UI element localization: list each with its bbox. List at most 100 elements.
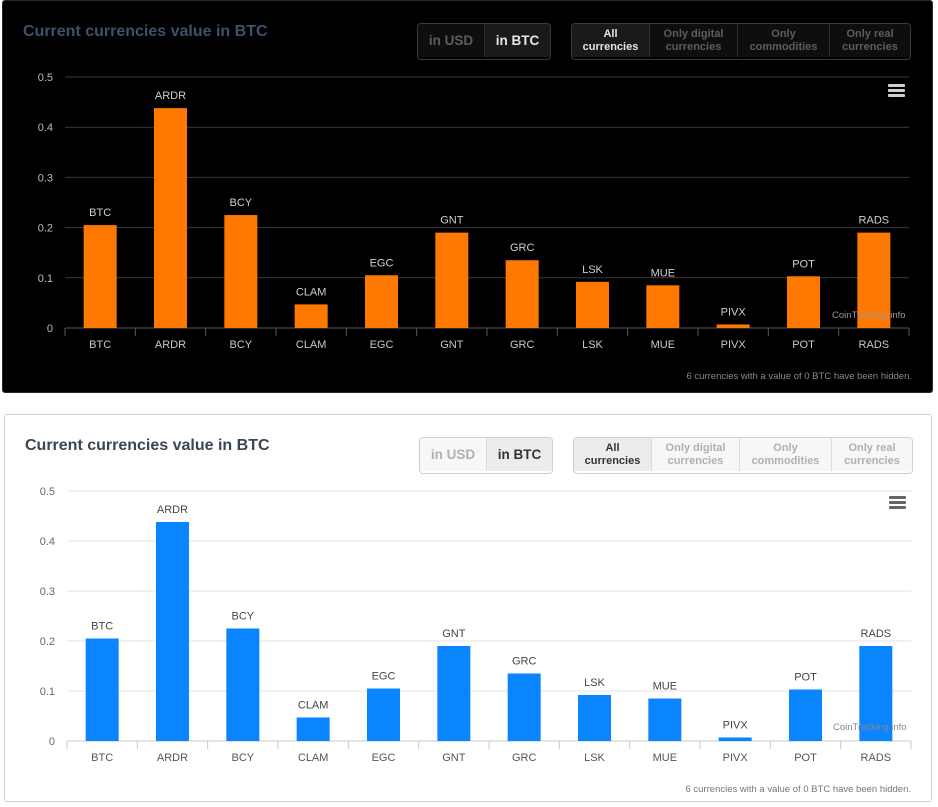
bar-gnt[interactable] bbox=[435, 232, 469, 328]
currency-filter: All currencies Only digital currencies Onl… bbox=[573, 437, 913, 474]
only-real-currencies-button[interactable]: Only real currencies bbox=[830, 24, 910, 57]
x-tick-label: GNT bbox=[442, 752, 466, 764]
x-tick-label: PIVX bbox=[721, 339, 747, 351]
x-tick-label: GRC bbox=[512, 752, 537, 764]
data-label: ARDR bbox=[157, 504, 188, 516]
all-currencies-button[interactable]: All currencies bbox=[572, 24, 650, 57]
y-tick-label: 0 bbox=[49, 736, 55, 748]
bar-pot[interactable] bbox=[787, 276, 820, 328]
x-tick-label: POT bbox=[794, 752, 817, 764]
bar-grc[interactable] bbox=[507, 673, 541, 742]
button-line: currencies bbox=[844, 454, 900, 467]
hamburger-menu-icon[interactable] bbox=[888, 84, 905, 97]
bar-gnt[interactable] bbox=[437, 646, 471, 741]
button-line: currencies bbox=[584, 454, 641, 467]
chart-title: Current currencies value in BTC bbox=[25, 437, 270, 454]
bar-clam[interactable] bbox=[296, 717, 330, 742]
unit-toggle: in USD in BTC bbox=[417, 23, 551, 60]
data-label: RADS bbox=[861, 628, 892, 640]
unit-toggle: in USD in BTC bbox=[419, 437, 553, 474]
data-label: LSK bbox=[582, 264, 603, 276]
bar-ardr[interactable] bbox=[156, 522, 189, 741]
y-tick-label: 0.4 bbox=[40, 536, 55, 548]
bar-chart: 0 0.1 0.2 0.3 0.4 0.5 BTC BTC ARDR ARDR BCY BCY CLAM… bbox=[38, 72, 910, 351]
data-label: BCY bbox=[232, 611, 255, 623]
x-tick-label: PIVX bbox=[723, 752, 749, 764]
chart-credit[interactable]: CoinTracking.info bbox=[832, 310, 906, 321]
in-usd-button[interactable]: in USD bbox=[418, 24, 485, 57]
x-tick-label: ARDR bbox=[157, 752, 188, 764]
data-label: BTC bbox=[91, 621, 113, 633]
data-label: BCY bbox=[230, 197, 253, 209]
button-line: Only real bbox=[848, 441, 896, 454]
in-btc-button[interactable]: in BTC bbox=[487, 438, 552, 471]
data-label: PIVX bbox=[721, 306, 747, 318]
hamburger-menu-icon[interactable] bbox=[889, 496, 906, 509]
bar-egc[interactable] bbox=[367, 688, 400, 742]
light-chart-panel: Current currencies value in BTC in USD i… bbox=[4, 414, 932, 802]
x-tick-label: BCY bbox=[232, 752, 255, 764]
bar-grc[interactable] bbox=[505, 260, 539, 328]
x-tick-label: LSK bbox=[584, 752, 605, 764]
data-label: BTC bbox=[89, 207, 111, 219]
only-digital-currencies-button[interactable]: Only digital currencies bbox=[650, 24, 738, 57]
data-label: GNT bbox=[440, 215, 464, 227]
data-label: MUE bbox=[653, 681, 677, 693]
in-btc-button[interactable]: in BTC bbox=[485, 24, 550, 57]
y-tick-label: 0.5 bbox=[40, 486, 55, 498]
data-label: GRC bbox=[510, 242, 535, 254]
data-label: EGC bbox=[370, 257, 394, 269]
button-line: currencies bbox=[667, 454, 724, 467]
all-currencies-button[interactable]: All currencies bbox=[574, 438, 652, 471]
only-digital-currencies-button[interactable]: Only digital currencies bbox=[652, 438, 740, 471]
x-tick-label: GRC bbox=[510, 339, 535, 351]
data-label: POT bbox=[794, 672, 817, 684]
only-commodities-button[interactable]: Only commodities bbox=[738, 24, 830, 57]
button-line: All bbox=[605, 441, 620, 454]
bar-pot[interactable] bbox=[789, 689, 822, 742]
in-usd-button[interactable]: in USD bbox=[420, 438, 487, 471]
chart-credit[interactable]: CoinTracking.info bbox=[833, 722, 907, 733]
y-tick-label: 0.5 bbox=[38, 72, 53, 84]
x-tick-label: LSK bbox=[582, 339, 603, 351]
bar-pivx[interactable] bbox=[718, 737, 752, 742]
bar-bcy[interactable] bbox=[224, 215, 258, 328]
x-tick-label: MUE bbox=[653, 752, 677, 764]
only-commodities-button[interactable]: Only commodities bbox=[740, 438, 832, 471]
hidden-currencies-note: 6 currencies with a value of 0 BTC have … bbox=[686, 371, 913, 382]
hidden-currencies-note: 6 currencies with a value of 0 BTC have … bbox=[685, 784, 912, 795]
bar-lsk[interactable] bbox=[576, 281, 609, 328]
data-label: CLAM bbox=[296, 286, 327, 298]
data-label: ARDR bbox=[155, 90, 186, 102]
bar-mue[interactable] bbox=[646, 285, 680, 328]
dark-chart-panel: Current currencies value in BTC in USD i… bbox=[2, 0, 933, 393]
only-real-currencies-button[interactable]: Only real currencies bbox=[832, 438, 912, 471]
bar-rads[interactable] bbox=[857, 232, 891, 328]
bar-mue[interactable] bbox=[648, 698, 682, 742]
x-tick-label: BTC bbox=[89, 339, 111, 351]
x-tick-label: CLAM bbox=[298, 752, 329, 764]
x-tick-label: BCY bbox=[230, 339, 253, 351]
bar-lsk[interactable] bbox=[578, 695, 611, 741]
button-line: Only digital bbox=[663, 27, 724, 40]
x-tick-label: RADS bbox=[861, 752, 892, 764]
bar-btc[interactable] bbox=[83, 225, 117, 328]
data-label: EGC bbox=[372, 671, 396, 683]
y-tick-label: 0.2 bbox=[38, 223, 53, 235]
bar-rads[interactable] bbox=[859, 646, 893, 741]
y-tick-label: 0.1 bbox=[40, 686, 55, 698]
button-line: commodities bbox=[749, 40, 818, 53]
data-label: GNT bbox=[442, 628, 466, 640]
bar-btc[interactable] bbox=[85, 638, 119, 742]
bar-ardr[interactable] bbox=[154, 108, 187, 329]
x-tick-label: RADS bbox=[859, 339, 890, 351]
bar-clam[interactable] bbox=[294, 304, 328, 328]
data-label: PIVX bbox=[723, 720, 749, 732]
bar-pivx[interactable] bbox=[716, 324, 750, 328]
bar-egc[interactable] bbox=[365, 275, 398, 328]
data-label: LSK bbox=[584, 677, 605, 689]
y-tick-label: 0.4 bbox=[38, 122, 53, 134]
y-tick-label: 0.1 bbox=[38, 273, 53, 285]
bar-bcy[interactable] bbox=[226, 628, 260, 742]
button-line: currencies bbox=[665, 40, 722, 53]
